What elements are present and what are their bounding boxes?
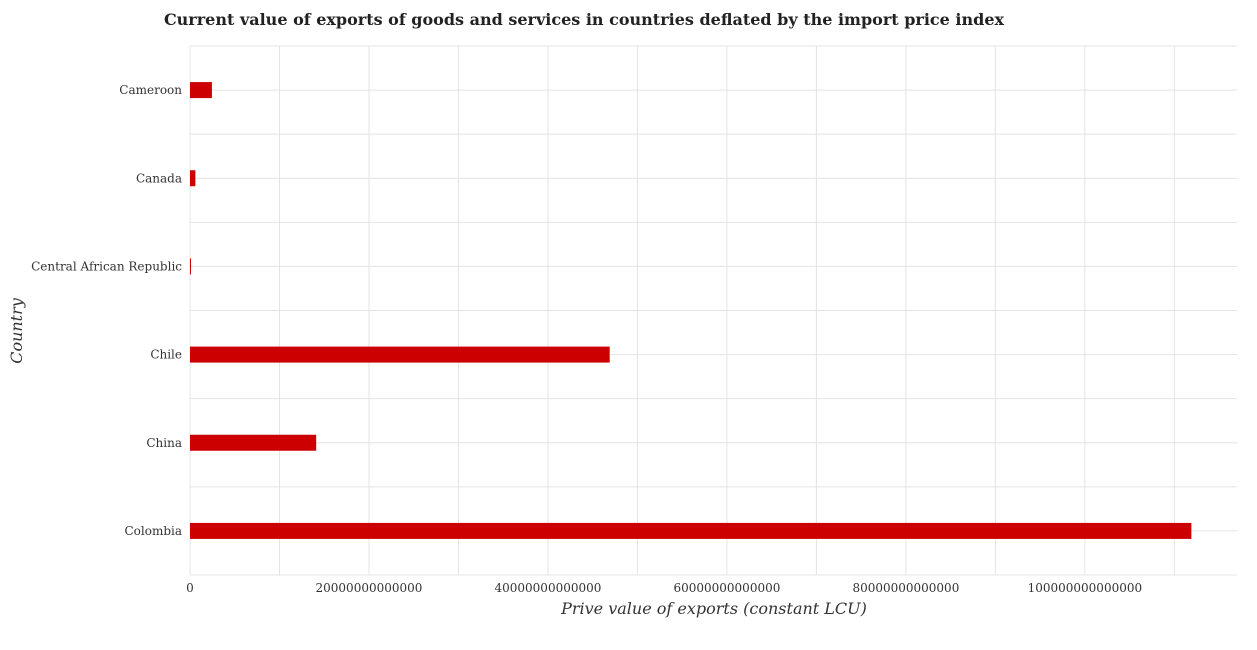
x-tick-label: 100000000000000 xyxy=(1028,581,1143,595)
bar-canada xyxy=(190,170,196,187)
chart-title: Current value of exports of goods and se… xyxy=(164,10,1005,29)
x-tick-label: 40000000000000 xyxy=(495,581,602,595)
bar-china xyxy=(190,434,317,451)
y-tick-label: Canada xyxy=(136,171,182,185)
x-tick-label: 60000000000000 xyxy=(673,581,780,595)
bar-chile xyxy=(190,346,610,363)
y-tick-labels: Cameroon Canada Central African Republic Ch… xyxy=(31,83,182,538)
x-axis-label: Prive value of exports (constant LCU) xyxy=(560,599,867,618)
y-tick-label: Chile xyxy=(150,348,182,362)
bar-central-african-republic xyxy=(190,258,191,275)
bar-cameroon xyxy=(190,82,212,99)
y-axis-label: Country xyxy=(7,297,26,364)
bars xyxy=(190,82,1192,539)
y-tick-label: Colombia xyxy=(124,524,182,538)
y-tick-label: Cameroon xyxy=(119,83,182,97)
bar-colombia xyxy=(190,522,1192,539)
grid xyxy=(189,45,1237,576)
x-tick-label: 20000000000000 xyxy=(316,581,423,595)
x-tick-label: 0 xyxy=(186,581,194,595)
y-tick-label: China xyxy=(146,436,182,450)
y-tick-label: Central African Republic xyxy=(31,259,182,273)
x-tick-labels: 0 20000000000000 40000000000000 60000000000… xyxy=(186,581,1142,595)
x-tick-label: 80000000000000 xyxy=(852,581,959,595)
